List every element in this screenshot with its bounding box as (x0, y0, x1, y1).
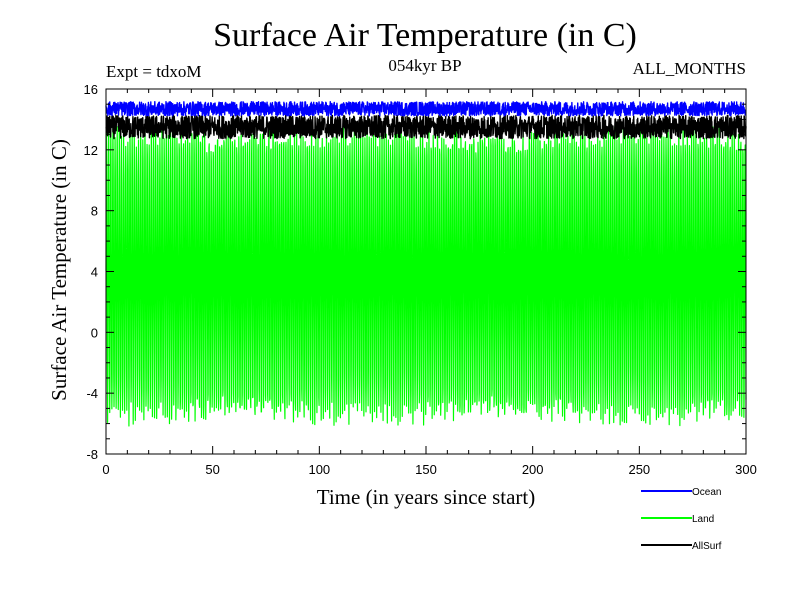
y-tick-label: 0 (91, 325, 98, 340)
x-tick-label: 50 (205, 462, 219, 477)
series-line-ocean (105, 100, 747, 117)
y-tick-label: -8 (86, 447, 98, 462)
months-label: ALL_MONTHS (633, 59, 746, 78)
y-tick-label: 8 (91, 204, 98, 219)
x-tick-label: 250 (628, 462, 650, 477)
x-tick-label: 200 (522, 462, 544, 477)
series-layer (105, 100, 747, 427)
experiment-label: Expt = tdxoM (106, 62, 202, 81)
legend-label-land: Land (692, 514, 714, 525)
y-tick-label: 4 (91, 265, 98, 280)
x-tick-label: 300 (735, 462, 757, 477)
legend-label-ocean: Ocean (692, 487, 721, 498)
y-tick-label: 16 (84, 82, 98, 97)
ticks-layer: 0 50 100 150 200 250 300 -8 -4 0 4 8 12 16 (84, 82, 757, 477)
chart-title: Surface Air Temperature (in C) (213, 17, 637, 54)
legend-label-allsurf: AllSurf (692, 541, 722, 552)
x-tick-label: 0 (102, 462, 109, 477)
y-axis-label: Surface Air Temperature (in C) (47, 139, 71, 401)
series-line-land (105, 126, 747, 427)
y-tick-label: -4 (86, 386, 98, 401)
y-tick-label: 12 (84, 143, 98, 158)
legend: Ocean Land AllSurf (641, 487, 722, 552)
x-tick-label: 150 (415, 462, 437, 477)
x-tick-label: 100 (308, 462, 330, 477)
series-line-allsurf (105, 114, 747, 140)
period-label: 054kyr BP (388, 56, 461, 75)
x-axis-label: Time (in years since start) (317, 485, 536, 509)
